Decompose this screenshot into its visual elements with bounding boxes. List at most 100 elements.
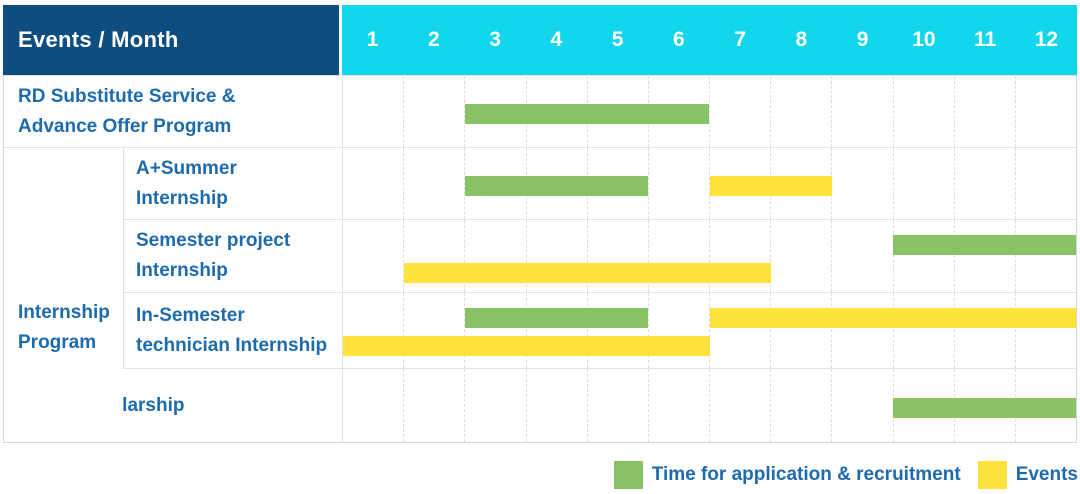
grid-cell-month-1 — [343, 76, 403, 147]
grid-cell-month-11 — [953, 148, 1015, 219]
table-header-row: Events / Month 1 2 3 4 5 6 7 8 9 10 11 12 — [3, 5, 1077, 75]
bar-a-plus-summer-internship-event-months-7-8 — [709, 175, 832, 196]
bar-in-semester-technician-internship-event-months-1-6 — [343, 336, 710, 356]
grid-cell-month-10 — [892, 220, 954, 292]
grid-cell-month-6 — [647, 293, 709, 368]
grid-cell-month-3 — [464, 220, 525, 292]
grid-cell-month-8 — [770, 369, 831, 442]
group-column-spacer — [4, 148, 123, 219]
grid-cell-month-11 — [953, 76, 1015, 147]
bar-semester-project-internship-application-months-10-12 — [892, 235, 1076, 255]
grid-cell-month-2 — [403, 369, 464, 442]
month-grid — [343, 220, 1076, 292]
legend-item-application: Time for application & recruitment — [613, 461, 961, 489]
grid-cell-month-7 — [709, 293, 770, 368]
grid-cell-month-5 — [586, 369, 648, 442]
grid-cell-month-8 — [770, 220, 831, 292]
header-title: Events / Month — [18, 27, 179, 52]
row-label-line: Internship — [136, 187, 228, 209]
row-label-line: Advance Offer Program — [18, 115, 232, 137]
month-grid — [343, 369, 1076, 442]
grid-cell-month-5 — [586, 293, 648, 368]
grid-cell-month-9 — [831, 76, 892, 147]
row-label-line: In-Semester — [136, 304, 245, 326]
month-header-1: 1 — [366, 28, 379, 51]
grid-cell-month-12 — [1014, 76, 1076, 147]
bar-rd-substitute-service-application-months-3-6 — [465, 103, 710, 124]
grid-cell-month-3 — [464, 76, 525, 147]
grid-cell-month-1 — [343, 220, 403, 292]
grid-cell-month-11 — [953, 220, 1015, 292]
month-grid — [343, 76, 1076, 147]
grid-cell-month-7 — [709, 76, 770, 147]
row-label-line: Internship — [136, 260, 228, 281]
grid-cell-month-2 — [403, 148, 464, 219]
grid-cell-month-9 — [831, 220, 892, 292]
grid-cell-month-3 — [464, 293, 525, 368]
row-rd-substitute-service: RD Substitute Service & Advance Offer Pro… — [4, 75, 1076, 147]
bar-in-semester-technician-internship-application-months-3-5 — [465, 308, 649, 328]
events-month-table: Events / Month 1 2 3 4 5 6 7 8 9 10 11 12 RD Substi… — [3, 5, 1077, 443]
grid-cell-month-9 — [831, 293, 892, 368]
grid-cell-month-11 — [953, 293, 1015, 368]
grid-cell-month-2 — [403, 293, 464, 368]
grid-cell-month-1 — [343, 148, 403, 219]
bar-talent-scholarship-application-months-10-12 — [892, 397, 1076, 418]
month-header-11: 11 — [974, 28, 997, 51]
month-header-6: 6 — [673, 28, 685, 51]
grid-cell-month-6 — [647, 220, 709, 292]
month-grid — [343, 148, 1076, 219]
grid-cell-month-2 — [403, 76, 464, 147]
legend: Time for application & recruitment Events — [613, 461, 1078, 489]
grid-cell-month-10 — [892, 293, 954, 368]
grid-cell-month-5 — [586, 220, 648, 292]
month-header: 1 2 3 4 5 6 7 8 9 10 11 12 — [342, 5, 1077, 75]
table-body: RD Substitute Service & Advance Offer Pro… — [3, 75, 1077, 443]
group-cell-internship-program: Internship Program — [5, 218, 123, 438]
row-label-rd-substitute-service: RD Substitute Service & Advance Offer Pro… — [4, 76, 343, 147]
row-label-line: technician Internship — [136, 334, 328, 356]
row-label-a-plus-summer-internship: A+Summer Internship — [123, 148, 343, 219]
row-label-line: A+Summer — [136, 157, 237, 179]
row-talent-scholarship: Talent scholarship — [4, 368, 1076, 442]
bar-semester-project-internship-event-months-2-7 — [404, 263, 771, 283]
grid-cell-month-4 — [525, 369, 587, 442]
row-label-semester-project-internship: Semester project Internship — [123, 220, 343, 292]
grid-cell-month-1 — [343, 293, 403, 368]
header-title-cell: Events / Month — [3, 5, 339, 75]
month-header-12: 12 — [1034, 28, 1059, 51]
row-label-line: RD Substitute Service & — [18, 85, 236, 107]
month-header-7: 7 — [734, 28, 746, 51]
grid-cell-month-3 — [464, 148, 525, 219]
group-label-line: Internship — [18, 302, 110, 323]
rows-container: RD Substitute Service & Advance Offer Pro… — [4, 75, 1076, 442]
month-header-8: 8 — [795, 28, 808, 51]
grid-cell-month-3 — [464, 369, 525, 442]
grid-cell-month-7 — [709, 220, 770, 292]
grid-cell-month-10 — [892, 76, 954, 147]
row-label-line: Semester project — [136, 230, 291, 251]
legend-swatch-event — [977, 461, 1007, 489]
grid-cell-month-7 — [709, 369, 770, 442]
grid-cell-month-4 — [525, 220, 587, 292]
grid-cell-month-6 — [647, 148, 709, 219]
bar-a-plus-summer-internship-application-months-3-5 — [465, 175, 649, 196]
grid-cell-month-8 — [770, 293, 831, 368]
month-header-3: 3 — [489, 28, 501, 51]
grid-cell-month-6 — [647, 369, 709, 442]
month-grid — [343, 293, 1076, 368]
row-semester-project-internship: Semester project Internship — [4, 219, 1076, 292]
grid-cell-month-1 — [343, 369, 403, 442]
row-a-plus-summer-internship: A+Summer Internship — [4, 147, 1076, 219]
legend-item-event: Events — [977, 461, 1078, 489]
bar-in-semester-technician-internship-event-months-7-12 — [709, 308, 1076, 328]
row-in-semester-technician-internship: In-Semester technician Internship — [4, 292, 1076, 368]
grid-cell-month-12 — [1014, 220, 1076, 292]
grid-cell-month-9 — [831, 369, 892, 442]
legend-swatch-application — [613, 461, 643, 489]
month-header-10: 10 — [912, 28, 936, 51]
row-label-in-semester-technician-internship: In-Semester technician Internship — [123, 293, 343, 368]
grid-cell-month-2 — [403, 220, 464, 292]
grid-cell-month-4 — [525, 293, 587, 368]
